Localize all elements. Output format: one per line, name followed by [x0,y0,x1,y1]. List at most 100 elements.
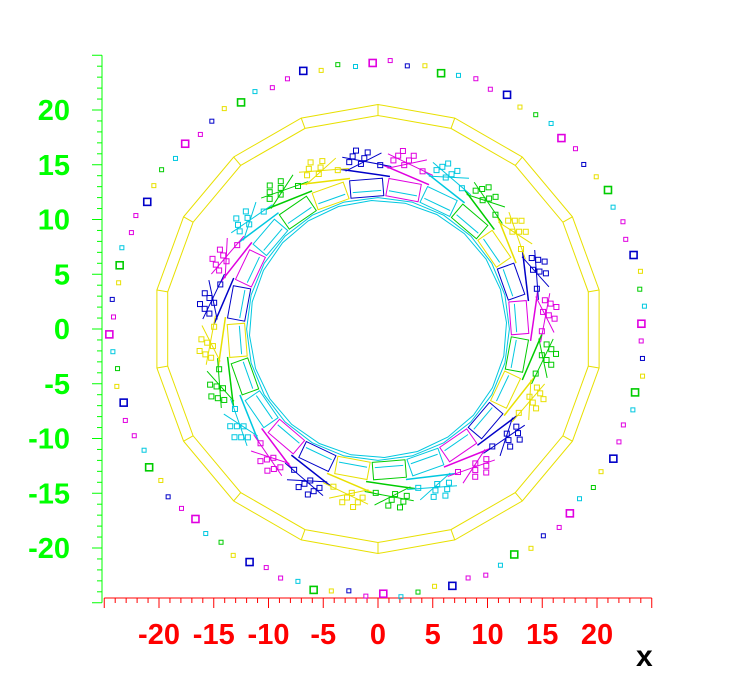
module-divider [239,289,246,319]
module-cell [450,203,489,240]
module-hit [509,228,516,235]
outer-hit [151,183,157,189]
module-cell [298,440,337,473]
outer-ring-spoke [562,216,573,223]
module-hit [505,217,512,224]
outer-hit [517,104,523,110]
detector-modules [196,147,560,511]
module-plate [476,415,518,446]
module-hit [234,242,241,249]
module-track [534,249,539,300]
module-cell [234,249,267,288]
outer-hit [473,76,479,82]
module-hit [537,390,544,397]
module-plate [529,291,539,342]
module-hit [479,185,486,192]
outer-hit [487,86,493,92]
module-divider [483,238,501,263]
module-hit [410,152,417,159]
module-hit [543,356,550,363]
module-cell [230,357,260,396]
module-track [217,358,222,409]
module-hit [238,434,245,441]
module-cell [371,459,407,481]
module-cell [508,300,530,336]
outer-hit [368,58,377,68]
outer-hit [640,373,646,379]
detector-module [223,390,279,447]
module-hit [400,498,407,505]
module-hit [319,158,326,165]
outer-hit [165,494,171,500]
module-hit [240,423,247,430]
module-hit [216,246,223,253]
outer-ring-spoke [562,435,573,442]
module-track [230,204,273,234]
y-tick-label: -20 [28,533,70,565]
module-hit [277,184,284,191]
detector-module [439,428,496,484]
module-hit [472,187,479,194]
module-hit [196,347,203,354]
outer-hit [637,286,643,292]
y-tick-label: 15 [38,150,70,182]
module-hit [486,195,493,202]
module-hit [547,300,554,307]
module-track [432,161,472,196]
outer-hit [432,583,438,589]
module-hit [472,473,479,480]
module-hit [396,504,403,511]
module-track [428,175,470,179]
module-track [528,379,532,421]
module-plate [443,448,491,468]
detector-module [260,174,317,230]
module-track [253,434,283,477]
module-hit [505,437,512,444]
module-track [535,296,555,333]
module-hit [439,163,446,170]
module-hit [442,492,449,499]
detector-module [477,211,533,268]
module-hit [444,486,451,493]
module-hit [543,341,550,348]
module-plate [239,394,259,442]
outer-hit [509,550,519,559]
module-hit [220,252,227,259]
module-hit [518,217,525,224]
outer-hit [221,106,227,112]
module-hit [530,266,537,273]
module-hit [301,480,308,487]
module-hit [233,423,240,430]
outer-hit [128,230,134,236]
module-cell [385,177,422,203]
module-track [345,152,382,172]
outer-hit [629,250,638,260]
outer-hit [295,578,301,584]
module-cell [467,401,504,440]
module-hit [533,285,540,292]
outer-hit [556,524,562,530]
module-hit [221,396,228,403]
module-plate [261,427,292,469]
detector-module [405,447,458,501]
module-track [387,153,434,176]
module-hit [207,381,214,388]
detector-module [364,459,416,511]
module-hit [545,312,552,319]
module-hit [233,215,240,222]
module-hit [316,484,323,491]
module-cell [496,262,526,301]
module-hit [522,228,529,235]
module-cell [252,218,289,257]
y-tick-label: 10 [38,205,70,237]
module-track [419,472,451,501]
x-tick-label: 10 [471,619,503,651]
outer-hit [603,185,613,195]
module-track [511,383,546,423]
outer-hit [590,485,596,491]
module-cell [489,370,522,409]
outer-hit [197,131,203,137]
module-hit [485,184,492,191]
module-divider [287,206,312,224]
module-hit [277,178,284,185]
